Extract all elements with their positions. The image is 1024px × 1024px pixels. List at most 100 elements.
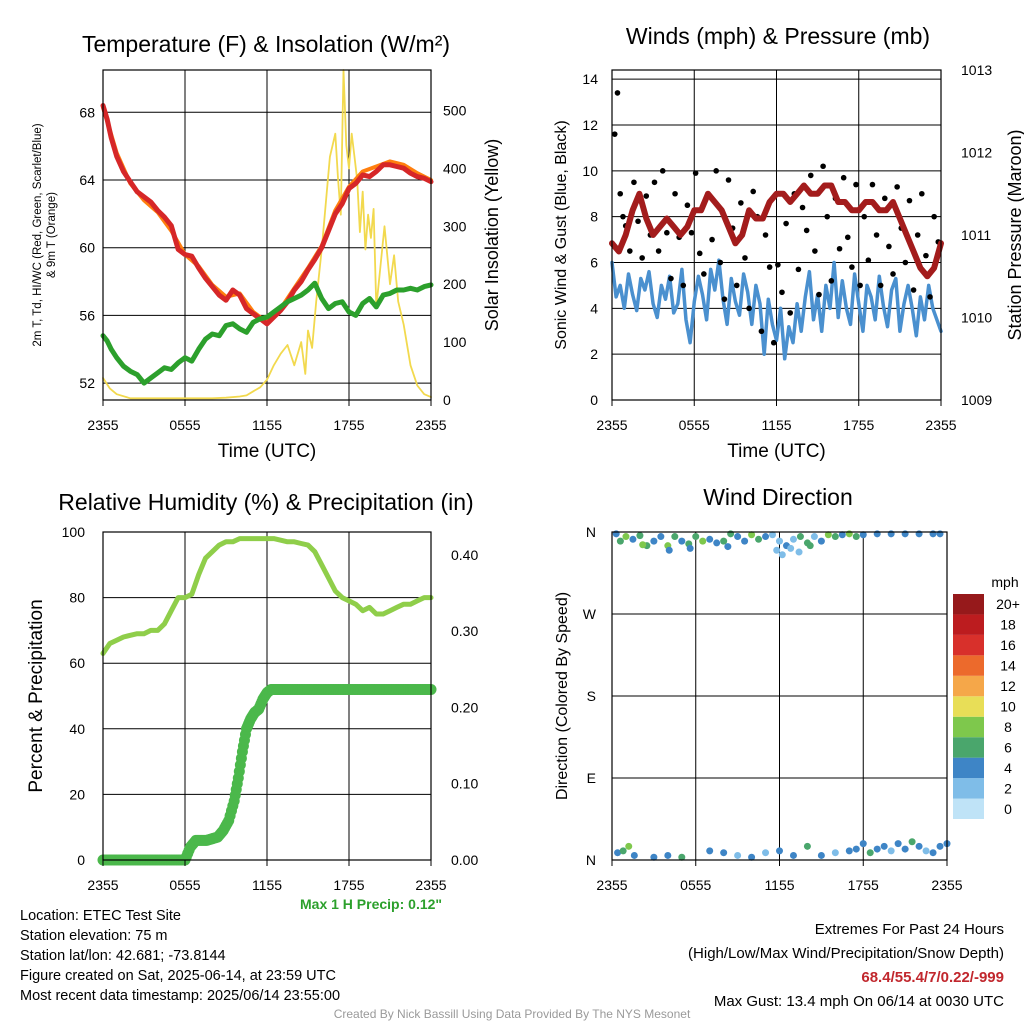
dir-xtick-label-4: 2355 — [931, 877, 962, 893]
dir-point-1 — [616, 537, 624, 545]
dir-legend-label-5: 10 — [1000, 699, 1016, 715]
dir-point-19 — [741, 537, 749, 545]
dir-point-29 — [810, 533, 818, 541]
dir-point-75 — [773, 546, 781, 554]
wind-gust-point-48 — [803, 227, 810, 234]
wind-xtick-label-4: 2355 — [925, 417, 956, 433]
extremes-title: Extremes For Past 24 Hours — [814, 921, 1004, 938]
wind-gust-point-42 — [779, 289, 785, 296]
dir-point-22 — [762, 533, 770, 541]
wind-ytick-right-1: 1010 — [961, 310, 992, 326]
dir-point-81 — [665, 546, 673, 554]
wind-series-2 — [609, 182, 944, 280]
temp-xtick-label-4: 2355 — [415, 417, 446, 433]
wind-gust-point-69 — [890, 271, 896, 277]
wind-ytick-left-6: 12 — [582, 117, 598, 133]
wind-gust-point-39 — [766, 264, 773, 270]
dir-point-35 — [852, 533, 860, 541]
wind-gust-point-49 — [807, 172, 814, 179]
wind-gust-point-20 — [688, 229, 695, 236]
rh-ytick-left-0: 0 — [77, 852, 85, 868]
dir-point-71 — [922, 847, 930, 855]
dir-point-42 — [936, 530, 944, 538]
dir-point-12 — [692, 533, 700, 541]
wind-gust-point-8 — [639, 255, 645, 261]
dir-point-15 — [713, 539, 721, 547]
dir-legend-label-0: 0 — [1004, 801, 1012, 817]
dir-legend-label-3: 6 — [1004, 739, 1012, 755]
dir-point-44 — [619, 847, 627, 855]
dir-legend-swatch-10 — [953, 594, 984, 615]
wind-ylabel-left: Sonic Wind & Gust (Blue, Black) — [553, 120, 570, 349]
dir-point-41 — [929, 530, 937, 538]
wind-gust-point-41 — [775, 261, 781, 268]
extremes-info: Extremes For Past 24 Hours (High/Low/Max… — [688, 918, 1004, 1014]
rh-ytick-right-2: 0.20 — [451, 699, 478, 715]
dir-point-21 — [755, 535, 763, 543]
max-precip-label: Max 1 H Precip: 0.12" — [300, 896, 443, 912]
dir-point-14 — [706, 535, 714, 543]
wind-gust-point-19 — [684, 202, 691, 209]
wind-series-0 — [610, 258, 943, 361]
dir-point-0 — [612, 530, 620, 538]
wind-gust-point-13 — [659, 168, 666, 174]
dir-legend-label-1: 2 — [1004, 780, 1012, 796]
dir-point-62 — [859, 840, 867, 848]
dir-point-79 — [806, 542, 814, 550]
temp-ytick-left-0: 52 — [79, 375, 95, 391]
wind-gust-point-35 — [750, 188, 756, 195]
temp-ytick-right-5: 500 — [443, 103, 467, 119]
dir-point-34 — [845, 530, 853, 538]
dir-point-82 — [639, 541, 647, 549]
dir-ytick-0: N — [586, 852, 596, 868]
dir-point-70 — [915, 842, 923, 850]
rh-title: Relative Humidity (%) & Precipitation (i… — [58, 489, 473, 515]
rh-ytick-left-2: 40 — [69, 721, 85, 737]
wind-gust-point-67 — [881, 195, 888, 202]
wind-gust-point-65 — [873, 232, 880, 238]
wind-gust-point-7 — [635, 218, 641, 225]
dir-legend-label-8: 16 — [1000, 637, 1016, 653]
wind-gust-point-5 — [627, 248, 633, 254]
dir-point-38 — [887, 530, 895, 538]
dir-xtick-label-2: 1155 — [764, 877, 794, 893]
dir-legend-label-4: 8 — [1004, 719, 1012, 735]
credit-text: Created By Nick Bassill Using Data Provi… — [333, 1007, 691, 1021]
wind-gust-point-57 — [840, 174, 847, 181]
wind-gust-point-64 — [869, 181, 876, 188]
wind-gust-point-6 — [631, 179, 637, 186]
dir-point-3 — [629, 535, 637, 543]
dir-point-40 — [915, 530, 923, 538]
dir-point-77 — [787, 544, 795, 552]
dir-point-30 — [817, 537, 825, 545]
dir-point-47 — [650, 853, 658, 861]
dir-legend-swatch-8 — [953, 634, 984, 656]
wind-gust-point-15 — [668, 275, 674, 282]
dir-point-33 — [838, 531, 846, 539]
dir-point-7 — [657, 533, 665, 541]
dir-xtick-label-1: 0555 — [680, 877, 711, 893]
wind-ytick-left-0: 0 — [590, 392, 598, 408]
wind-gust-point-18 — [680, 282, 687, 289]
temp-ytick-right-2: 200 — [443, 276, 467, 292]
dir-legend-label-7: 14 — [1000, 658, 1016, 674]
wind-gust-point-3 — [620, 213, 626, 220]
wind-gust-point-14 — [664, 229, 670, 236]
wind-gust-point-44 — [787, 310, 794, 316]
rh-xtick-label-0: 2355 — [87, 877, 118, 893]
rh-ytick-right-0: 0.00 — [451, 852, 478, 868]
dir-point-51 — [720, 849, 728, 857]
dir-point-2 — [622, 533, 630, 541]
wind-ytick-left-4: 8 — [590, 209, 598, 225]
dir-point-57 — [803, 842, 811, 850]
latlon-text: Station lat/lon: 42.681; -73.8144 — [20, 948, 226, 964]
temp-series-2 — [100, 280, 434, 386]
temp-xtick-label-1: 0555 — [169, 417, 200, 433]
wind-gust-point-50 — [812, 248, 818, 254]
extremes-legend: (High/Low/Max Wind/Precipitation/Snow De… — [688, 945, 1004, 962]
wind-gust-point-78 — [927, 294, 933, 300]
dir-legend-swatch-9 — [953, 614, 984, 635]
temp-ytick-right-0: 0 — [443, 392, 451, 408]
dir-point-46 — [630, 851, 638, 859]
wind-gust-point-52 — [820, 163, 826, 170]
